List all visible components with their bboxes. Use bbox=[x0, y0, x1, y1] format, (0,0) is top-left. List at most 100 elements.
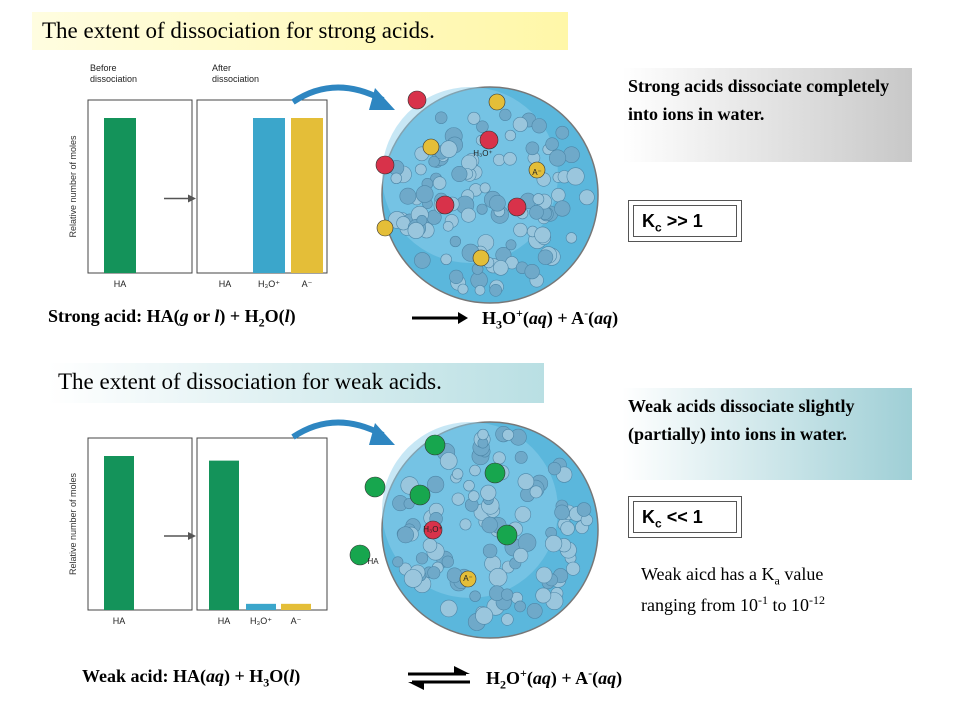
water-molecule bbox=[563, 146, 580, 163]
water-molecule bbox=[435, 111, 448, 124]
water-molecule bbox=[525, 141, 540, 156]
water-molecule bbox=[461, 207, 476, 223]
water-molecule bbox=[513, 222, 528, 238]
tick-label-h3o: H₃O⁺ bbox=[250, 616, 272, 626]
a-ion-label: A⁻ bbox=[532, 168, 542, 177]
bar-before-ha bbox=[104, 118, 136, 273]
water-molecule bbox=[531, 118, 547, 134]
weak-ka-line2: ranging from 10-1 to 10-12 bbox=[641, 593, 825, 615]
ha-label: HA bbox=[367, 557, 379, 566]
water-molecule bbox=[449, 235, 461, 248]
water-molecule bbox=[560, 521, 575, 536]
zoom-arrow-shaft bbox=[291, 419, 385, 440]
water-molecule bbox=[427, 475, 445, 494]
hydronium-ion bbox=[479, 130, 499, 150]
water-molecule bbox=[493, 260, 509, 276]
ha-molecule bbox=[484, 462, 506, 484]
hydronium-ion bbox=[423, 520, 443, 540]
forward-arrow-icon bbox=[412, 312, 468, 324]
water-molecule bbox=[407, 222, 425, 239]
water-molecule bbox=[514, 451, 528, 464]
water-molecule bbox=[513, 548, 529, 564]
zoom-arrow-head bbox=[369, 423, 395, 445]
hydronium-ion bbox=[507, 197, 527, 217]
water-molecule bbox=[467, 111, 481, 125]
water-molecule bbox=[427, 566, 441, 580]
water-molecule bbox=[547, 461, 562, 476]
zoom-arrow-shaft bbox=[291, 84, 385, 105]
weak-ka-line1: Weak aicd has a Ka value bbox=[641, 564, 824, 588]
water-molecule bbox=[476, 120, 489, 133]
water-molecule bbox=[415, 163, 427, 176]
weak-acid-products: H2O+(aq) + A-(aq) bbox=[486, 666, 623, 692]
water-molecule bbox=[532, 193, 545, 205]
strong-acid-title: The extent of dissociation for strong ac… bbox=[42, 18, 435, 43]
water-molecule bbox=[489, 284, 502, 297]
water-molecule bbox=[514, 506, 532, 523]
water-molecule bbox=[476, 203, 488, 215]
anion bbox=[459, 570, 477, 588]
water-molecule bbox=[446, 567, 463, 583]
water-molecule bbox=[488, 568, 508, 587]
strong-acid-equation: Strong acid: HA(g or l) + H2O(l) bbox=[48, 306, 296, 330]
water-molecule bbox=[576, 502, 592, 517]
h3o-ion-label: H₃O⁺ bbox=[423, 525, 442, 534]
water-molecule bbox=[501, 613, 514, 626]
water-molecule bbox=[422, 538, 438, 553]
bar-before-ha bbox=[104, 456, 134, 610]
water-molecule bbox=[399, 187, 417, 205]
water-molecule bbox=[537, 249, 554, 265]
weak-kc-label: Kc << 1 bbox=[633, 501, 737, 533]
water-molecule bbox=[474, 285, 486, 296]
h3o-ion-label: H₃O⁺ bbox=[473, 149, 492, 158]
anion bbox=[376, 219, 394, 237]
water-molecule bbox=[440, 599, 458, 618]
tick-label-a: A⁻ bbox=[291, 616, 302, 626]
after-header-line1: After bbox=[212, 63, 231, 73]
bar-after-a bbox=[281, 603, 311, 610]
tick-label-after-ha: HA bbox=[219, 279, 232, 289]
water-molecule bbox=[517, 473, 535, 490]
water-molecule bbox=[449, 269, 464, 284]
tick-label-a: A⁻ bbox=[302, 279, 313, 289]
water-molecule bbox=[545, 137, 559, 151]
water-molecule bbox=[459, 518, 472, 531]
before-panel bbox=[87, 437, 193, 611]
water-molecule bbox=[492, 451, 506, 465]
ha-molecule bbox=[424, 434, 446, 456]
water-molecule bbox=[551, 187, 566, 203]
anion bbox=[528, 161, 546, 179]
water-molecule bbox=[555, 125, 570, 140]
water-molecule bbox=[415, 552, 429, 565]
weak-acid-equation: Weak acid: HA(aq) + H3O(l) bbox=[82, 666, 301, 690]
water-molecule bbox=[504, 129, 516, 142]
bar-after-ha bbox=[209, 460, 239, 610]
water-molecule bbox=[545, 535, 563, 553]
bar-after-h3o bbox=[253, 118, 285, 273]
water-molecule bbox=[442, 221, 454, 232]
water-molecule bbox=[514, 600, 526, 613]
water-molecule bbox=[512, 116, 528, 132]
water-molecule bbox=[428, 155, 440, 168]
water-molecule bbox=[403, 569, 423, 588]
strong-acid-products: H3O+(aq) + A-(aq) bbox=[482, 306, 619, 332]
water-molecule bbox=[457, 283, 469, 295]
ha-molecule bbox=[349, 544, 371, 566]
water-molecule bbox=[549, 149, 567, 167]
weak-acid-bar-chart: Relative number of moles HA HA H₃O⁺ A⁻ bbox=[68, 437, 328, 626]
water-molecule bbox=[489, 194, 506, 212]
strong-kc-box: Kc >> 1 bbox=[628, 200, 742, 242]
water-molecule bbox=[554, 200, 571, 217]
water-molecule bbox=[579, 189, 595, 206]
strong-acid-molecule-view: H₃O⁺ A⁻ bbox=[291, 84, 599, 304]
water-molecule bbox=[493, 153, 506, 166]
water-molecule bbox=[439, 452, 458, 470]
water-molecule bbox=[499, 108, 512, 122]
water-molecule bbox=[524, 264, 540, 280]
water-molecule bbox=[554, 504, 570, 521]
panel-arrow-head bbox=[188, 194, 196, 203]
water-molecule bbox=[482, 543, 498, 559]
water-molecule bbox=[503, 152, 517, 166]
water-molecule bbox=[475, 606, 494, 625]
water-molecule bbox=[502, 428, 514, 441]
